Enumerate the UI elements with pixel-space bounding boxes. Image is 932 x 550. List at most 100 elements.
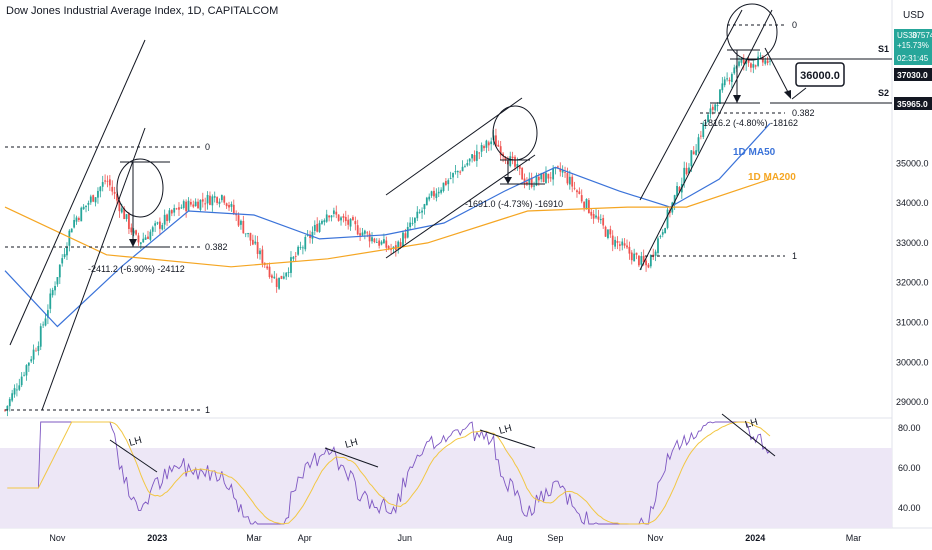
candle bbox=[92, 194, 95, 203]
candle bbox=[659, 234, 662, 239]
measure-label-1: -2411.2 (-6.90%) -24112 bbox=[88, 264, 185, 274]
candle bbox=[328, 215, 331, 222]
rsi-lh-line-2 bbox=[324, 447, 379, 468]
candle bbox=[80, 206, 83, 222]
candle bbox=[442, 182, 445, 193]
candle bbox=[609, 225, 612, 238]
rsi-lh-line-1 bbox=[109, 439, 158, 473]
candle bbox=[318, 220, 321, 233]
candle bbox=[330, 215, 333, 222]
candle bbox=[547, 173, 550, 184]
candle bbox=[402, 230, 404, 248]
candle bbox=[130, 223, 133, 235]
candle bbox=[271, 273, 273, 283]
candle bbox=[526, 177, 528, 187]
rsi-lh-label-4: LH bbox=[744, 417, 759, 431]
last-price-timer: 02:31:45 bbox=[897, 54, 929, 63]
candle bbox=[299, 241, 302, 250]
candle bbox=[197, 198, 199, 209]
candle bbox=[361, 227, 364, 237]
candle bbox=[523, 173, 526, 189]
candle bbox=[147, 230, 149, 240]
candle bbox=[528, 172, 531, 190]
candle bbox=[590, 208, 593, 220]
measure-label-2: -1691.0 (-4.73%) -16910 bbox=[465, 199, 563, 209]
candle bbox=[485, 139, 488, 153]
support-label-s1: S1 bbox=[878, 44, 889, 54]
candle bbox=[347, 214, 350, 230]
candle bbox=[371, 232, 373, 244]
candle bbox=[32, 344, 35, 364]
candle bbox=[414, 217, 416, 229]
candle bbox=[459, 170, 462, 175]
candle bbox=[607, 228, 609, 240]
candle bbox=[223, 195, 226, 205]
rsi-tick-label: 80.00 bbox=[898, 423, 921, 433]
candle bbox=[8, 397, 11, 412]
candle bbox=[759, 52, 762, 59]
candle bbox=[259, 247, 261, 260]
last-price-change: +15.73% bbox=[897, 41, 929, 50]
candle bbox=[564, 166, 566, 178]
channel-line-upper-3 bbox=[639, 9, 743, 201]
candle bbox=[630, 250, 633, 265]
candle bbox=[189, 198, 192, 207]
candle bbox=[409, 217, 412, 230]
candle bbox=[742, 54, 745, 71]
measure-label-3: -1816.2 (-4.80%) -18162 bbox=[700, 118, 798, 128]
candle bbox=[354, 216, 357, 231]
candle bbox=[58, 264, 61, 285]
candle bbox=[170, 209, 173, 217]
rsi-band bbox=[0, 448, 892, 528]
candle bbox=[521, 167, 524, 180]
rsi-lh-line-3 bbox=[479, 429, 536, 449]
candle bbox=[237, 212, 240, 228]
candle bbox=[61, 254, 64, 267]
candle bbox=[449, 171, 452, 180]
candle bbox=[75, 215, 78, 225]
candle bbox=[132, 228, 135, 237]
fib-label-1-b: 1 bbox=[792, 251, 797, 261]
candle bbox=[278, 277, 280, 290]
candle bbox=[178, 202, 180, 216]
price-tick-label: 30000.0 bbox=[896, 357, 929, 367]
arrowhead-2 bbox=[504, 177, 512, 184]
fib-label-0382-b: 0.382 bbox=[792, 108, 815, 118]
candle bbox=[628, 241, 631, 260]
arrowhead-1 bbox=[129, 239, 137, 247]
candle bbox=[490, 137, 493, 151]
s1-price-value: 37030.0 bbox=[897, 70, 928, 80]
candle bbox=[733, 64, 736, 75]
candle bbox=[440, 187, 443, 195]
candle bbox=[49, 288, 52, 314]
candle bbox=[597, 209, 600, 223]
candle bbox=[766, 56, 769, 66]
price-tick-label: 31000.0 bbox=[896, 318, 929, 328]
candle bbox=[342, 213, 345, 223]
candle bbox=[301, 245, 304, 255]
candle bbox=[63, 248, 66, 259]
candle bbox=[232, 199, 235, 215]
price-tick-label: 29000.0 bbox=[896, 397, 929, 407]
candle bbox=[623, 238, 626, 249]
candle bbox=[192, 200, 195, 209]
candle bbox=[487, 140, 490, 152]
ma200-line bbox=[4, 178, 771, 268]
candle bbox=[46, 304, 49, 325]
candle bbox=[664, 227, 667, 234]
candle bbox=[349, 218, 352, 231]
time-tick-label: Nov bbox=[49, 533, 66, 543]
channel-line-upper-1 bbox=[9, 39, 146, 346]
time-tick-label: 2024 bbox=[745, 533, 765, 543]
candle bbox=[161, 222, 164, 231]
rsi-tick-label: 40.00 bbox=[898, 503, 921, 513]
candle bbox=[464, 164, 466, 168]
candle bbox=[104, 174, 106, 185]
candle bbox=[304, 234, 307, 252]
candle bbox=[614, 236, 616, 250]
candle bbox=[244, 233, 247, 238]
candle bbox=[592, 210, 595, 224]
candle bbox=[39, 323, 42, 351]
candle bbox=[752, 60, 755, 74]
